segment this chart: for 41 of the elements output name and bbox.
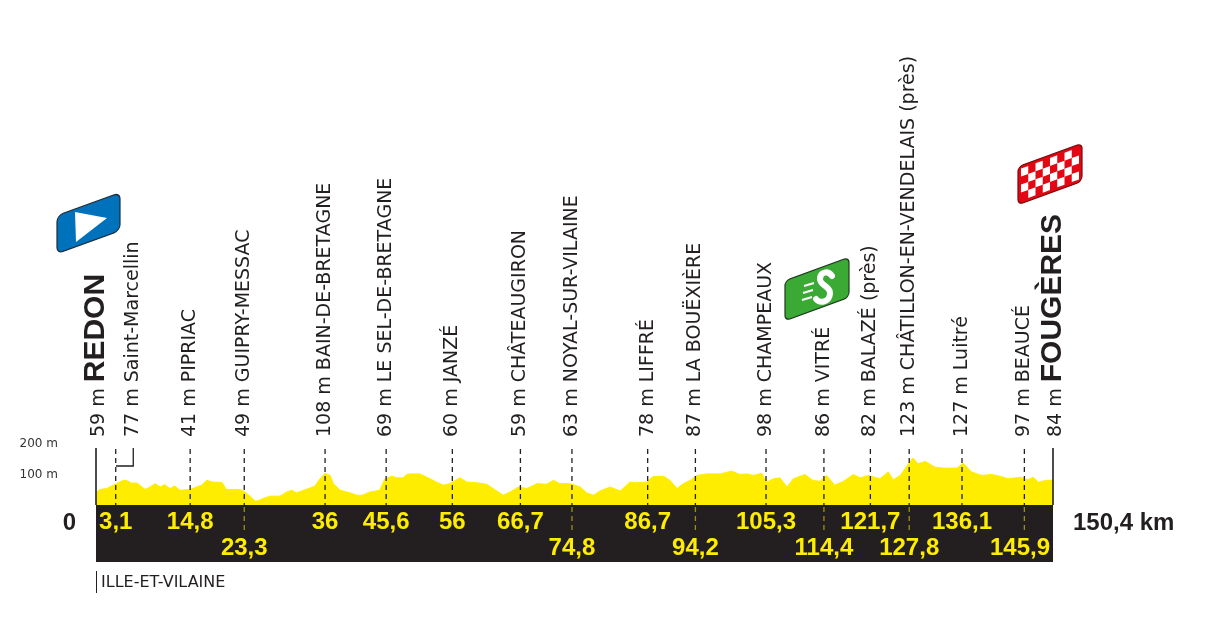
y-tick-label: 100 m [19,466,58,481]
text: 98 m CHAMPEAUX [752,261,775,437]
text: ILLE-ET-VILAINE [96,571,226,593]
x-tick-label: 136,1 [931,506,993,534]
x-tick-label: 105,3 [736,506,797,534]
text: 69 m LE SEL-DE-BRETAGNE [373,177,396,437]
x2-tick-label: 74,8 [548,532,596,560]
text: 87 m LA BOUËXIÈRE [682,242,705,437]
x2-tick-label: 127,8 [879,532,940,560]
x-tick-label: 36 [311,506,339,534]
x2-tick-label: 23,3 [220,532,268,560]
text: 127 m Luitré [948,316,971,437]
text: 59 m [86,388,108,437]
ref-line-label: REDON [77,273,110,383]
x-tick-label: 86,7 [624,506,672,534]
text: 82 m BALAZÉ (près) [857,245,880,437]
text: 59 m CHÂTEAUGIRON [507,229,530,437]
text: 63 m NOYAL-SUR-VILAINE [558,195,581,437]
text: 41 m PIPRIAC [177,308,200,437]
x2-tick-label: 145,9 [989,532,1050,560]
text: 78 m LIFFRÉ [634,318,657,437]
x-tick-label: 121,7 [840,506,901,534]
text: 84 m [1043,388,1065,437]
y-tick-label: 200 m [19,436,58,451]
x-tick-label: 3,1 [99,506,133,534]
text: 60 m JANZÉ [439,324,462,437]
text: 49 m GUIPRY-MESSAC [231,229,254,437]
text: 150,4 km [1073,507,1175,537]
text: 86 m VITRÉ [810,326,833,437]
text: 108 m BAIN-DE-BRETAGNE [312,182,335,437]
x2-tick-label: 114,4 [794,532,854,560]
text: 97 m BEAUCÉ [1011,305,1034,437]
x-tick-label: 66,7 [497,506,544,534]
ref-line-label: FOUGÈRES [1034,213,1067,383]
x-tick-label: 14,8 [166,506,214,534]
text: 0 [62,507,76,537]
x2-tick-label: 94,2 [672,532,719,560]
text: 123 m CHÂTILLON-EN-VENDELAIS (près) [896,55,919,437]
text: 77 m Saint-Marcellin [119,241,142,437]
x-tick-label: 45,6 [362,506,410,534]
x-tick-label: 56 [438,506,466,534]
